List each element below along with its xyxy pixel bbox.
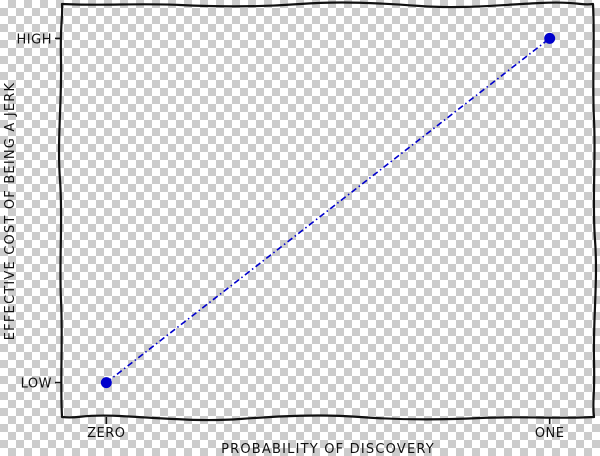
y-tick-label-0: LOW <box>21 377 52 392</box>
x-axis-ticks: ZERO ONE <box>87 417 564 441</box>
x-axis-title: PROBABILITY OF DISCOVERY <box>221 442 435 456</box>
data-point-0-0 <box>100 377 112 389</box>
x-tick-label-1: ONE <box>535 426 565 441</box>
x-tick-label-0: ZERO <box>87 426 125 441</box>
data-point-0-1 <box>544 32 556 44</box>
y-axis-ticks: LOW HIGH <box>17 32 62 392</box>
series-line-0 <box>105 37 551 384</box>
series-group <box>100 32 556 389</box>
plot-frame <box>57 1 598 422</box>
y-tick-label-1: HIGH <box>17 32 52 47</box>
y-axis-title: EFFECTIVE COST OF BEING A JERK <box>3 82 18 340</box>
